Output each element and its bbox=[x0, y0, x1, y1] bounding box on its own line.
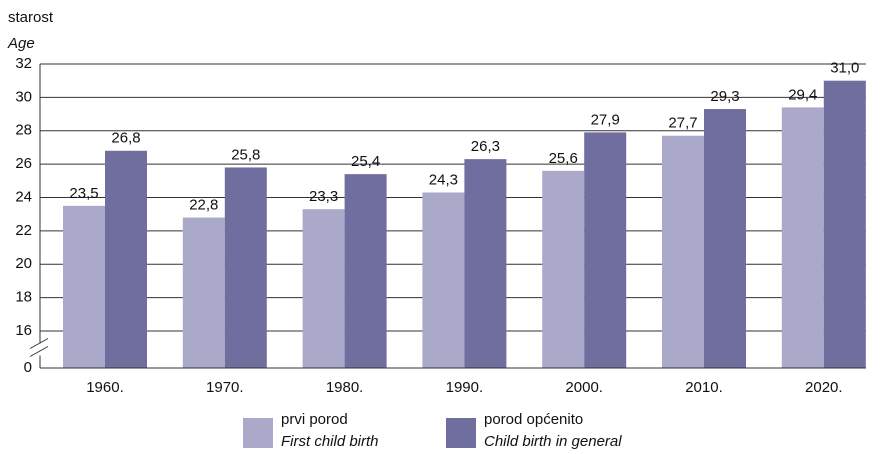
legend-label: prvi porod bbox=[281, 411, 348, 428]
bar bbox=[344, 174, 387, 368]
bar bbox=[224, 167, 267, 368]
value-label: 27,9 bbox=[591, 111, 620, 128]
bar bbox=[781, 107, 824, 368]
y-axis-label: starost bbox=[8, 9, 54, 26]
bar bbox=[823, 80, 866, 368]
y-tick-label: 28 bbox=[15, 122, 32, 139]
value-label: 26,3 bbox=[471, 138, 500, 155]
x-tick-label: 2010. bbox=[685, 379, 723, 396]
legend-label: porod općenito bbox=[484, 411, 583, 428]
y-tick-label: 18 bbox=[15, 289, 32, 306]
bar bbox=[302, 209, 345, 368]
value-label: 25,4 bbox=[351, 153, 380, 170]
legend-label-en: Child birth in general bbox=[484, 433, 622, 450]
value-label: 23,5 bbox=[69, 185, 98, 202]
bar bbox=[422, 192, 465, 368]
bar bbox=[662, 135, 704, 368]
y-tick-label: 16 bbox=[15, 322, 32, 339]
legend-swatch bbox=[446, 418, 476, 448]
y-tick-label: 20 bbox=[15, 255, 32, 272]
bar bbox=[704, 109, 746, 369]
x-tick-label: 1970. bbox=[206, 379, 244, 396]
bar bbox=[464, 159, 507, 368]
value-label: 24,3 bbox=[429, 171, 458, 188]
legend-label-en: First child birth bbox=[281, 433, 379, 450]
x-tick-label: 2000. bbox=[565, 379, 603, 396]
value-label: 25,8 bbox=[231, 146, 260, 163]
axis-break bbox=[29, 338, 49, 349]
value-label: 31,0 bbox=[830, 60, 859, 77]
y-tick-label: 24 bbox=[15, 188, 32, 205]
x-tick-label: 1960. bbox=[86, 379, 124, 396]
value-label: 25,6 bbox=[549, 150, 578, 167]
y-axis-label-en: Age bbox=[7, 35, 35, 52]
bar bbox=[182, 217, 225, 368]
bar bbox=[105, 150, 147, 368]
bar bbox=[63, 205, 105, 368]
y-tick-label: 30 bbox=[15, 88, 32, 105]
value-label: 22,8 bbox=[189, 196, 218, 213]
bar bbox=[542, 170, 585, 368]
y-tick-label: 32 bbox=[15, 55, 32, 72]
y-tick-label: 22 bbox=[15, 222, 32, 239]
value-label: 26,8 bbox=[111, 130, 140, 147]
axis-break-gap bbox=[28, 343, 52, 356]
y-tick-label: 26 bbox=[15, 155, 32, 172]
axis-break bbox=[29, 346, 49, 357]
y-tick-label: 0 bbox=[24, 359, 32, 376]
value-label: 27,7 bbox=[668, 115, 697, 132]
bar bbox=[584, 132, 627, 368]
x-tick-label: 1980. bbox=[326, 379, 364, 396]
x-tick-label: 2020. bbox=[805, 379, 843, 396]
x-tick-label: 1990. bbox=[446, 379, 484, 396]
value-label: 23,3 bbox=[309, 188, 338, 205]
legend-swatch bbox=[243, 418, 273, 448]
value-label: 29,4 bbox=[788, 86, 817, 103]
value-label: 29,3 bbox=[710, 88, 739, 105]
